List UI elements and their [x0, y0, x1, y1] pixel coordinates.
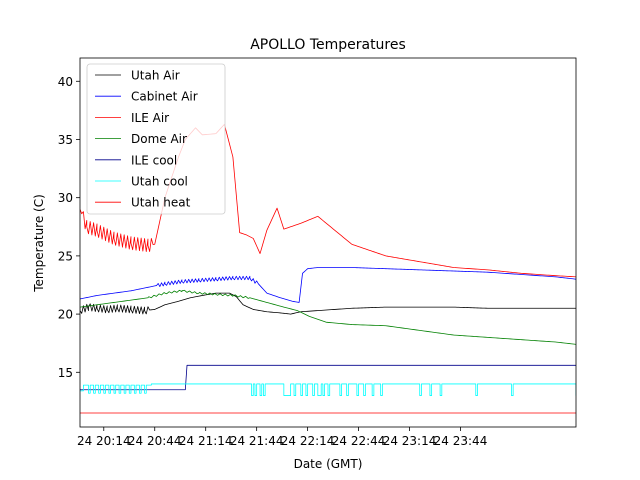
- legend-label-ile-cool: ILE cool: [131, 153, 177, 167]
- y-tick-label: 35: [58, 133, 73, 147]
- y-tick-label: 25: [58, 249, 73, 263]
- x-tick-label: 24 22:14: [281, 434, 335, 448]
- x-tick-label: 24 22:44: [332, 434, 386, 448]
- x-tick-label: 24 21:14: [179, 434, 233, 448]
- x-tick-label: 24 23:14: [383, 434, 437, 448]
- series-line-ile-cool: [80, 364, 576, 391]
- series-line-utah-cool: [80, 383, 576, 396]
- x-tick-label: 24 20:14: [77, 434, 131, 448]
- y-tick-label: 15: [58, 366, 73, 380]
- chart-title: APOLLO Temperatures: [250, 37, 406, 53]
- plot-area-frame: [79, 57, 577, 428]
- y-tick-label: 20: [58, 308, 73, 322]
- x-tick-label: 24 21:44: [230, 434, 284, 448]
- series-line-dome-air: [80, 289, 576, 345]
- series-line-utah-air: [80, 292, 576, 315]
- series-line-ile-air: [80, 123, 576, 278]
- y-tick-label: 40: [58, 75, 73, 89]
- legend-label-cabinet-air: Cabinet Air: [131, 90, 198, 104]
- legend-label-dome-air: Dome Air: [131, 132, 187, 146]
- legend-label-utah-heat: Utah heat: [131, 196, 191, 210]
- x-axis-title: Date (GMT): [294, 457, 363, 471]
- series-layer: [80, 123, 576, 414]
- x-tick-label: 24 20:44: [128, 434, 182, 448]
- y-tick-label: 30: [58, 191, 73, 205]
- series-line-cabinet-air: [80, 267, 576, 303]
- x-tick-label: 24 23:44: [434, 434, 488, 448]
- legend: Utah Air Cabinet Air ILE Air Dome Air ILE co…: [86, 63, 226, 215]
- legend-label-utah-cool: Utah cool: [131, 175, 188, 189]
- legend-label-utah-air: Utah Air: [131, 69, 180, 83]
- legend-frame: [86, 63, 226, 215]
- legend-label-ile-air: ILE Air: [131, 111, 169, 125]
- y-axis-title: Temperature (C): [32, 194, 46, 293]
